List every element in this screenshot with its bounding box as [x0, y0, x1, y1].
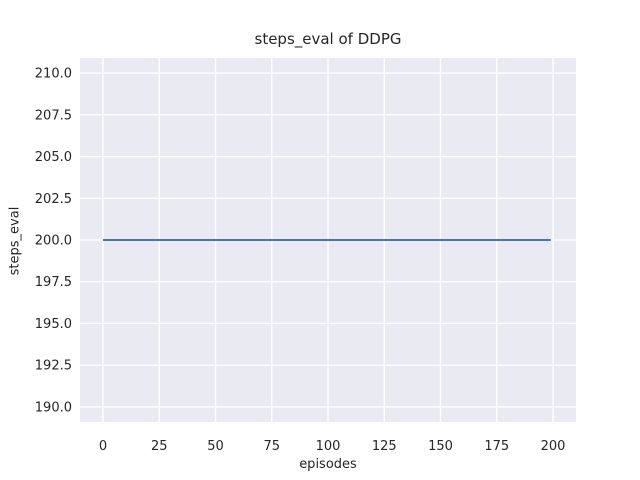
y-tick-label: 210.0 [35, 67, 72, 82]
x-tick-label: 75 [263, 439, 280, 454]
x-tick-label: 25 [151, 439, 168, 454]
x-tick-label: 125 [372, 439, 397, 454]
x-axis-label: episodes [299, 457, 357, 472]
y-tick-label: 202.5 [35, 192, 72, 207]
y-tick-label: 205.0 [35, 150, 72, 165]
chart-title: steps_eval of DDPG [254, 30, 402, 48]
x-tick-label: 200 [541, 439, 566, 454]
x-tick-label: 0 [99, 439, 107, 454]
x-tick-label: 150 [428, 439, 453, 454]
y-tick-label: 197.5 [35, 275, 72, 290]
y-tick-label: 200.0 [35, 234, 72, 249]
x-tick-label: 50 [207, 439, 224, 454]
x-tick-label: 100 [316, 439, 341, 454]
y-tick-label: 192.5 [35, 359, 72, 374]
y-tick-label: 207.5 [35, 108, 72, 123]
y-tick-label: 190.0 [35, 400, 72, 415]
x-tick-label: 175 [484, 439, 509, 454]
y-tick-label: 195.0 [35, 317, 72, 332]
